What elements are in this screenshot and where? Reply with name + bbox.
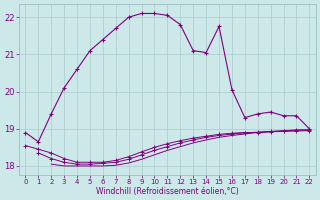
- X-axis label: Windchill (Refroidissement éolien,°C): Windchill (Refroidissement éolien,°C): [96, 187, 239, 196]
